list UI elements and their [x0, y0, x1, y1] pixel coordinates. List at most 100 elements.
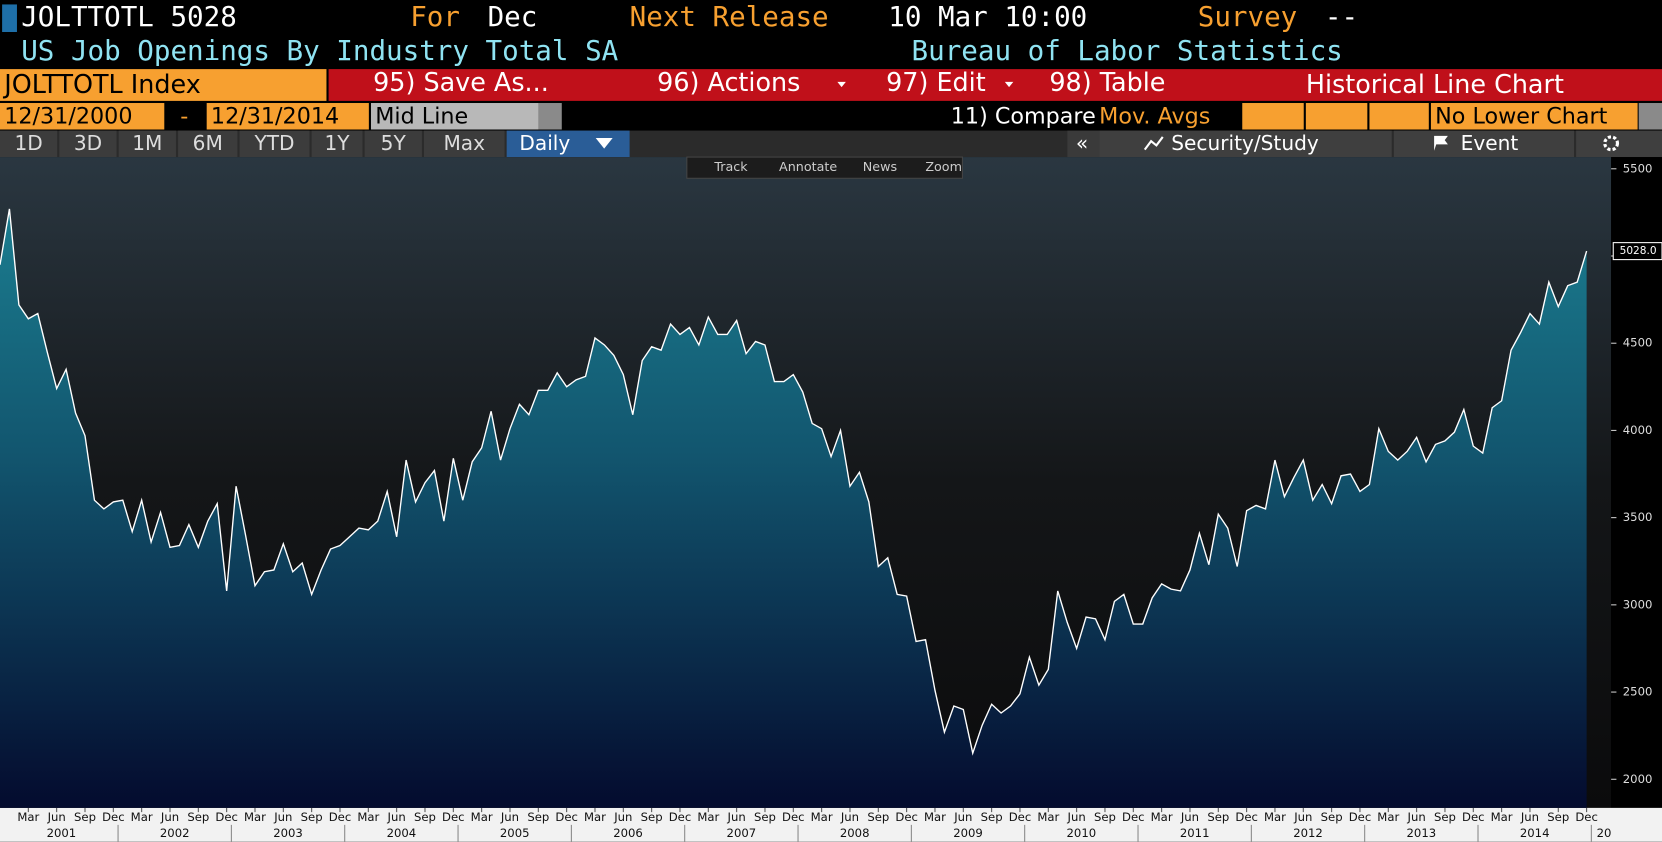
x-tick-label: Mar	[811, 810, 833, 824]
frequency[interactable]: Daily	[519, 131, 570, 155]
y-axis-bg	[1611, 157, 1662, 808]
menu-bar	[328, 69, 1662, 101]
period-label[interactable]: 5Y	[381, 131, 407, 155]
description: US Job Openings By Industry Total SA	[21, 35, 618, 67]
survey-value: --	[1325, 1, 1358, 33]
for-label: For	[410, 1, 460, 33]
x-tick-label: Mar	[1037, 810, 1059, 824]
menu-item[interactable]: 98) Table	[1049, 67, 1165, 97]
end-date[interactable]: 12/31/2014	[211, 103, 339, 129]
year-label: 2012	[1293, 826, 1323, 840]
period-button[interactable]	[118, 130, 176, 158]
slot[interactable]	[1369, 103, 1429, 130]
slot[interactable]	[1305, 103, 1368, 130]
y-tick-label: 4500	[1623, 336, 1653, 350]
period-button[interactable]	[311, 130, 363, 158]
year-label: 2003	[273, 826, 303, 840]
period-button[interactable]	[239, 130, 310, 158]
tool[interactable]: Track	[713, 159, 748, 174]
x-tick-label: Sep	[1094, 810, 1116, 824]
frequency-box[interactable]	[506, 130, 630, 158]
slot[interactable]	[1242, 103, 1304, 130]
y-tick-label: 2500	[1623, 685, 1653, 699]
x-tick-label: Dec	[1575, 810, 1598, 824]
x-tick-label: Mar	[244, 810, 266, 824]
x-tick-label: Dec	[895, 810, 918, 824]
x-tick-label: Dec	[329, 810, 352, 824]
x-tick-label: Mar	[924, 810, 946, 824]
year-label: 2014	[1520, 826, 1550, 840]
start-date[interactable]: 12/31/2000	[4, 103, 132, 129]
period-label[interactable]: 1D	[14, 131, 42, 155]
line-mode[interactable]: Mid Line	[375, 103, 468, 129]
study-icon	[1143, 136, 1164, 151]
x-tick-label: Sep	[1207, 810, 1229, 824]
y-tick-label: 4000	[1623, 423, 1653, 437]
lower-chart-dropdown[interactable]	[1638, 103, 1662, 130]
tool[interactable]: Annotate	[779, 159, 837, 174]
x-tick-label: Sep	[1434, 810, 1456, 824]
tool[interactable]: Zoom	[925, 159, 962, 174]
x-tick-label: Sep	[641, 810, 663, 824]
lower-chart[interactable]: No Lower Chart	[1435, 103, 1607, 129]
x-tick-label: Sep	[301, 810, 323, 824]
x-tick-label: Mar	[357, 810, 379, 824]
mov-avgs[interactable]: Mov. Avgs	[1099, 103, 1210, 129]
gear-icon[interactable]	[1603, 135, 1620, 152]
source: Bureau of Labor Statistics	[912, 35, 1343, 67]
chart-toolbar	[686, 156, 963, 179]
x-tick-label: Jun	[613, 810, 632, 824]
y-tick-label: 3500	[1623, 510, 1653, 524]
x-tick-label: Mar	[471, 810, 493, 824]
period-button[interactable]	[423, 130, 505, 158]
period-button[interactable]	[59, 130, 117, 158]
x-tick-label: Dec	[1235, 810, 1258, 824]
collapse[interactable]: «	[1076, 131, 1088, 155]
event[interactable]: Event	[1461, 131, 1519, 155]
x-tick-label: Mar	[697, 810, 719, 824]
x-tick-label: Mar	[1491, 810, 1513, 824]
ticker: JOLTTOTL 5028	[21, 1, 237, 33]
period-label[interactable]: 3D	[74, 131, 102, 155]
x-tick-label: Dec	[1349, 810, 1372, 824]
end-box[interactable]	[206, 103, 369, 130]
year-label: 2005	[500, 826, 530, 840]
year-label: 2006	[613, 826, 643, 840]
study[interactable]: Security/Study	[1171, 131, 1319, 155]
x-tick-label: Jun	[47, 810, 66, 824]
period-label[interactable]: 6M	[193, 131, 223, 155]
collapse-box[interactable]	[1067, 130, 1100, 158]
tool[interactable]: News	[863, 159, 897, 174]
security[interactable]: JOLTTOTL Index	[2, 69, 201, 99]
menu-item[interactable]: 97) Edit	[886, 67, 986, 97]
year-label: 2004	[387, 826, 417, 840]
menu-item[interactable]: 96) Actions	[657, 67, 800, 97]
dropdown-arrow	[837, 81, 846, 88]
year-label: 2001	[47, 826, 77, 840]
x-tick-label: Mar	[1264, 810, 1286, 824]
period-button[interactable]	[178, 130, 238, 158]
start-box[interactable]	[0, 103, 165, 130]
x-tick-label: Sep	[981, 810, 1003, 824]
compare[interactable]: 11) Compare	[951, 103, 1096, 129]
settings-box[interactable]	[1576, 130, 1662, 158]
flag-icon	[1434, 135, 1448, 151]
lower-chart-box[interactable]	[1430, 103, 1638, 130]
period-button[interactable]	[0, 130, 58, 158]
x-tick-label: Dec	[1009, 810, 1032, 824]
period-button[interactable]	[364, 130, 422, 158]
x-tick-label: Mar	[17, 810, 39, 824]
security-box[interactable]	[0, 69, 327, 101]
period-label[interactable]: 1M	[132, 131, 162, 155]
event-box[interactable]	[1393, 130, 1575, 158]
y-tick-label: 2000	[1623, 772, 1653, 786]
line-mode-dropdown[interactable]	[538, 103, 562, 130]
period-label[interactable]: YTD	[253, 131, 294, 155]
x-axis-bg	[0, 807, 1662, 842]
menu-item[interactable]: 95) Save As...	[373, 67, 549, 97]
period-label[interactable]: 1Y	[325, 131, 351, 155]
period-label[interactable]: Max	[443, 131, 485, 155]
line-mode-box[interactable]	[370, 103, 539, 130]
x-tick-label: Jun	[1067, 810, 1086, 824]
